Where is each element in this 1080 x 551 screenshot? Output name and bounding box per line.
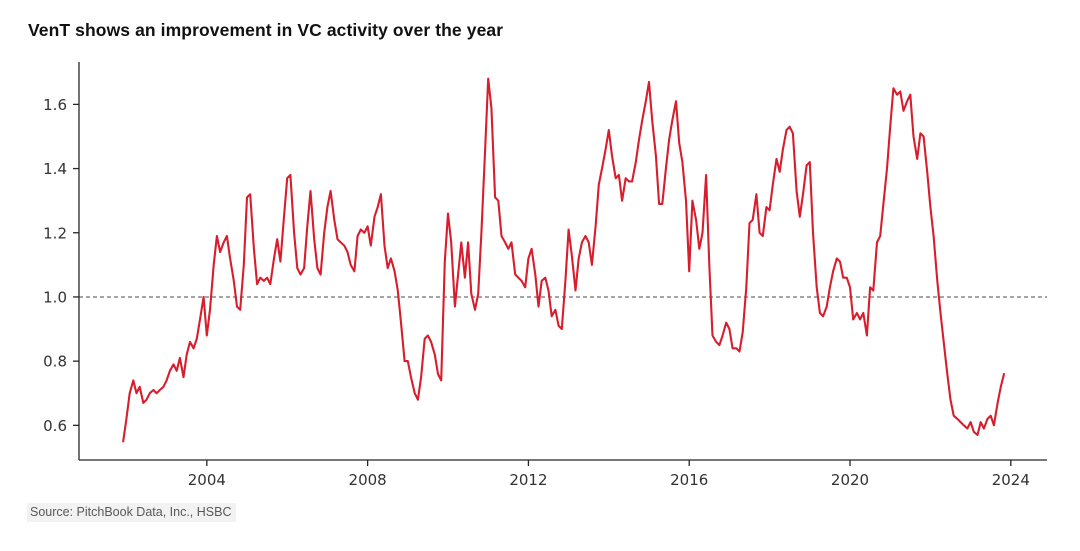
x-tick-label: 2012 [509, 471, 547, 489]
vent-series-line [122, 77, 1006, 443]
x-tick-label: 2008 [349, 471, 387, 489]
y-tick-label: 1.0 [43, 288, 67, 306]
x-tick-label: 2024 [992, 471, 1030, 489]
y-tick-label: 0.8 [43, 353, 67, 371]
y-tick-label: 1.2 [43, 224, 67, 242]
x-axis-ticks: 2004 2008 2012 2016 2020 2024 [188, 460, 1030, 489]
y-axis-ticks: 0.6 0.8 1.0 1.2 1.4 1.6 [43, 96, 79, 435]
y-tick-label: 1.6 [43, 96, 67, 114]
x-tick-label: 2020 [831, 471, 869, 489]
x-tick-label: 2016 [670, 471, 708, 489]
source-note: Source: PitchBook Data, Inc., HSBC [27, 503, 237, 522]
chart-title: VenT shows an improvement in VC activity… [28, 20, 504, 40]
y-tick-label: 1.4 [43, 160, 67, 178]
axes [78, 62, 1047, 461]
y-tick-label: 0.6 [43, 417, 67, 435]
x-tick-label: 2004 [188, 471, 226, 489]
vent-line [122, 77, 1006, 443]
